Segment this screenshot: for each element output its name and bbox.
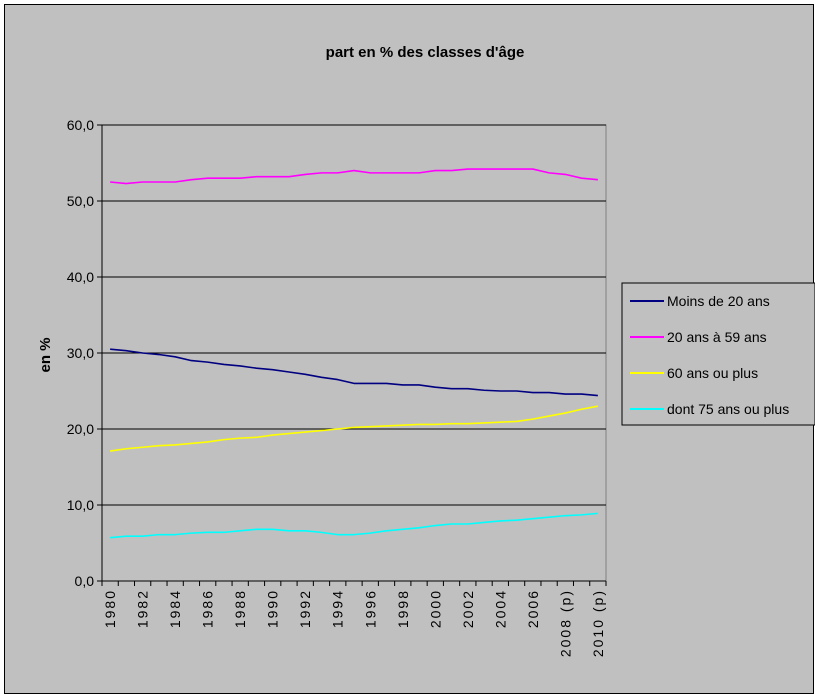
- x-tick-label: 2010 (p): [590, 589, 606, 657]
- x-tick-label: 2004: [492, 589, 508, 628]
- x-tick-label: 1994: [330, 589, 346, 628]
- y-tick-label: 10,0: [67, 497, 94, 513]
- chart-title: part en % des classes d'âge: [326, 44, 525, 61]
- x-axis: 1980 1982 1984 1986 1988 1990 1992 1994 1996 1998…: [101, 580, 607, 657]
- series-line: [110, 405, 599, 452]
- chart-frame: part en % des classes d'âge 0,0 10,0 20,0 3…: [4, 4, 815, 694]
- x-tick-label: 1982: [135, 589, 151, 628]
- x-tick-label: 1984: [167, 589, 183, 628]
- x-tick-label: 2008 (p): [557, 589, 573, 657]
- x-tick-label: 1998: [395, 589, 411, 628]
- legend-entry: dont 75 ans ou plus: [667, 401, 789, 417]
- gridlines: [102, 124, 606, 506]
- legend: Moins de 20 ans 20 ans à 59 ans 60 ans ou …: [621, 282, 815, 426]
- y-tick-label: 40,0: [67, 269, 94, 285]
- y-tick-label: 60,0: [67, 117, 94, 133]
- x-tick-label: 1990: [265, 589, 281, 628]
- legend-entry: 20 ans à 59 ans: [667, 329, 767, 345]
- line-chart: part en % des classes d'âge 0,0 10,0 20,0 3…: [37, 44, 815, 657]
- y-tick-label: 20,0: [67, 421, 94, 437]
- legend-entry: Moins de 20 ans: [667, 293, 770, 309]
- y-axis-label: en %: [37, 337, 54, 372]
- y-tick-label: 0,0: [75, 573, 95, 589]
- x-tick-label: 1980: [102, 589, 118, 628]
- legend-box: [621, 282, 815, 426]
- x-tick-label: 2000: [427, 589, 443, 628]
- y-tick-label: 50,0: [67, 193, 94, 209]
- series-line: [110, 348, 598, 397]
- x-tick-label: 2002: [460, 589, 476, 628]
- y-tick-label: 30,0: [67, 345, 94, 361]
- series-line: [110, 168, 598, 185]
- y-axis: 0,0 10,0 20,0 30,0 40,0 50,0 60,0: [67, 117, 103, 589]
- x-tick-label: 1996: [362, 589, 378, 628]
- series-line: [110, 512, 598, 539]
- series-layer: [110, 168, 599, 539]
- legend-entry: 60 ans ou plus: [667, 365, 758, 381]
- x-tick-label: 1988: [232, 589, 248, 628]
- x-tick-label: 1986: [200, 589, 216, 628]
- x-tick-label: 1992: [297, 589, 313, 628]
- x-tick-label: 2006: [525, 589, 541, 628]
